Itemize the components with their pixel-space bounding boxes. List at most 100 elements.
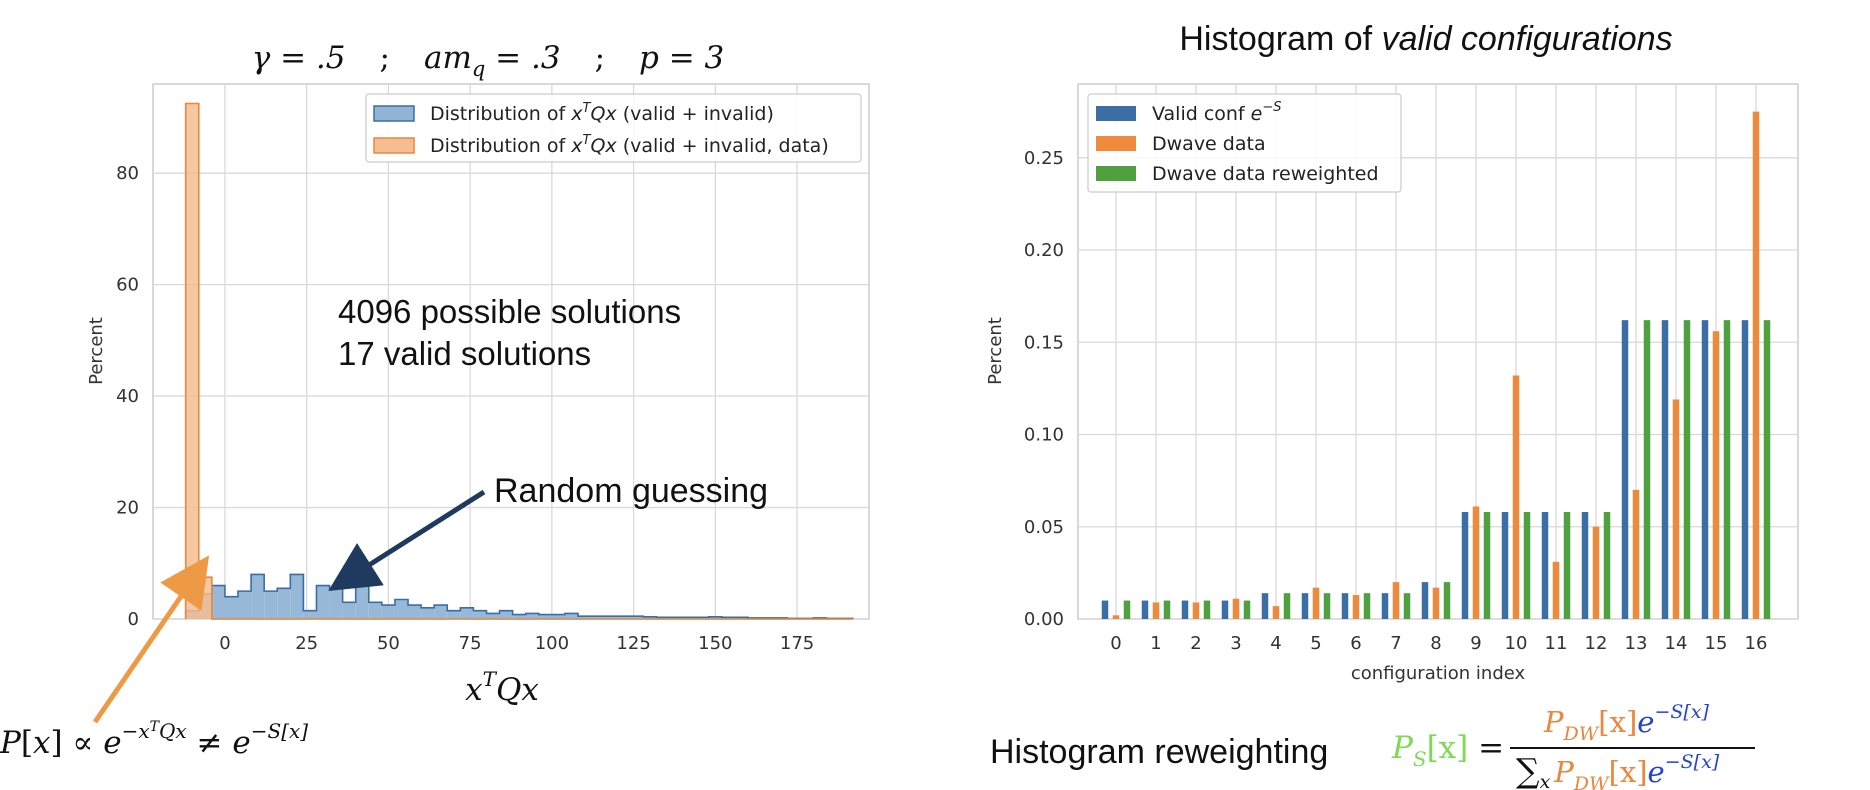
histogram-bin-valid-invalid [604, 616, 618, 619]
bar-dwave-data [1752, 111, 1760, 619]
right-x-tick-label: 3 [1230, 633, 1241, 654]
bar-dwave-data [1512, 375, 1520, 619]
right-x-tick-label: 15 [1705, 633, 1728, 654]
right-x-tick-label: 9 [1470, 633, 1481, 654]
bar-dwave-reweighted [1243, 600, 1251, 619]
formula-lhs: PS[x] = [1391, 730, 1504, 771]
histogram-bin-data [198, 577, 212, 619]
histogram-bin-valid-invalid [669, 617, 683, 619]
bar-dwave-reweighted [1723, 320, 1731, 619]
bar-valid-conf [1381, 593, 1389, 619]
bar-dwave-reweighted [1523, 512, 1531, 619]
histogram-bin-valid-invalid [421, 607, 435, 619]
left-chart-title: γ = .5; amq = .3; p = 3 [252, 40, 725, 81]
legend-swatch-dwave-reweighted [1096, 166, 1136, 181]
right-legend: Valid conf e−S Dwave data Dwave data rew… [1087, 93, 1402, 193]
proportionality-formula: P[x] ∝ e−xTQx ≠ e−S[x] [0, 719, 308, 761]
histogram-bin-valid-invalid [473, 610, 487, 619]
histogram-bin-valid-invalid [630, 616, 644, 619]
histogram-bin-valid-invalid [564, 613, 579, 619]
bar-valid-conf [1341, 593, 1349, 619]
histogram-bin-valid-invalid [211, 585, 225, 619]
bar-valid-conf [1661, 320, 1669, 619]
right-x-tick-label: 14 [1665, 633, 1688, 654]
legend-swatch-dwave [1096, 136, 1136, 151]
bar-dwave-data [1672, 399, 1680, 619]
bar-valid-conf [1181, 600, 1189, 619]
histogram-bin-valid-invalid [525, 613, 539, 619]
right-x-tick-label: 7 [1390, 633, 1401, 654]
right-y-tick-label: 0.15 [1024, 332, 1064, 353]
bar-dwave-reweighted [1563, 512, 1571, 619]
bar-valid-conf [1421, 582, 1429, 619]
histogram-bin-valid-invalid [368, 602, 382, 619]
bar-dwave-reweighted [1643, 320, 1651, 619]
bar-valid-conf [1461, 512, 1469, 619]
bar-dwave-reweighted [1123, 600, 1131, 619]
histogram-bin-valid-invalid [538, 614, 552, 619]
right-x-tick-label: 1 [1150, 633, 1161, 654]
left-x-tick-labels: 0 25 50 75 100 125 150 175 [219, 633, 814, 654]
bar-valid-conf [1221, 600, 1229, 619]
histogram-bin-valid-invalid [734, 617, 749, 619]
histogram-bin-valid-invalid [251, 574, 265, 619]
histogram-bin-valid-invalid [656, 617, 670, 619]
right-y-tick-labels: 0.00 0.05 0.10 0.15 0.20 0.25 [1024, 148, 1064, 630]
histogram-bin-valid-invalid [394, 599, 409, 619]
legend-label-valid-conf: Valid conf e−S [1152, 100, 1282, 125]
histogram-outline-data [184, 102, 853, 620]
right-y-tick-label: 0.10 [1024, 425, 1064, 446]
right-y-axis-label: Percent [985, 317, 1006, 385]
right-x-tick-label: 8 [1430, 633, 1441, 654]
left-x-tick-label: 75 [459, 633, 482, 654]
bar-dwave-data [1312, 587, 1320, 619]
bar-dwave-reweighted [1683, 320, 1691, 619]
bar-valid-conf [1581, 512, 1589, 619]
bar-valid-conf [1101, 600, 1109, 619]
left-x-tick-label: 50 [377, 633, 400, 654]
left-y-tick-label: 0 [128, 609, 139, 630]
bar-dwave-data [1592, 526, 1600, 619]
left-y-tick-label: 80 [116, 163, 139, 184]
bar-dwave-reweighted [1163, 600, 1171, 619]
histogram-bin-valid-invalid [277, 588, 291, 619]
right-x-tick-label: 2 [1190, 633, 1201, 654]
right-x-tick-label: 16 [1745, 633, 1768, 654]
left-y-tick-label: 40 [116, 386, 139, 407]
bar-valid-conf [1741, 320, 1749, 619]
left-x-tick-label: 100 [535, 633, 569, 654]
bar-valid-conf [1621, 320, 1629, 619]
right-x-tick-label: 6 [1350, 633, 1361, 654]
histogram-bin-valid-invalid [512, 614, 526, 619]
right-y-tick-label: 0.05 [1024, 517, 1064, 538]
histogram-bin-valid-invalid [290, 574, 304, 619]
right-legend-box [1087, 93, 1402, 193]
bar-dwave-data [1432, 587, 1440, 619]
formula-denominator: ∑x PDW[x]e−S[x] [1516, 751, 1720, 790]
reweighting-label: Histogram reweighting [990, 733, 1328, 771]
legend-label-dwave-reweighted: Dwave data reweighted [1152, 163, 1379, 185]
histogram-bin-valid-invalid [434, 605, 448, 619]
left-y-tick-labels: 0 20 40 60 80 [116, 163, 139, 630]
bar-valid-conf [1701, 320, 1709, 619]
bar-valid-conf [1541, 512, 1549, 619]
bar-dwave-data [1712, 331, 1720, 619]
legend-swatch-valid-conf [1096, 106, 1136, 121]
histogram-bin-valid-invalid [238, 591, 252, 619]
orange-annotation-arrow [92, 555, 210, 724]
histogram-bin-valid-invalid [591, 616, 605, 619]
histogram-bin-valid-invalid [447, 610, 461, 619]
bar-dwave-data [1392, 582, 1400, 619]
bar-valid-conf [1261, 593, 1269, 619]
left-x-tick-label: 25 [295, 633, 318, 654]
bar-dwave-data [1232, 598, 1240, 619]
bar-dwave-data [1192, 602, 1200, 619]
left-legend: Distribution of xTQx (valid + invalid) D… [365, 93, 862, 163]
legend-label-data: Distribution of xTQx (valid + invalid, d… [430, 133, 829, 157]
right-y-tick-label: 0.25 [1024, 148, 1064, 169]
right-x-tick-label: 5 [1310, 633, 1321, 654]
bar-dwave-data [1632, 489, 1640, 619]
histogram-bin-valid-invalid [499, 610, 513, 619]
right-x-tick-label: 13 [1625, 633, 1648, 654]
